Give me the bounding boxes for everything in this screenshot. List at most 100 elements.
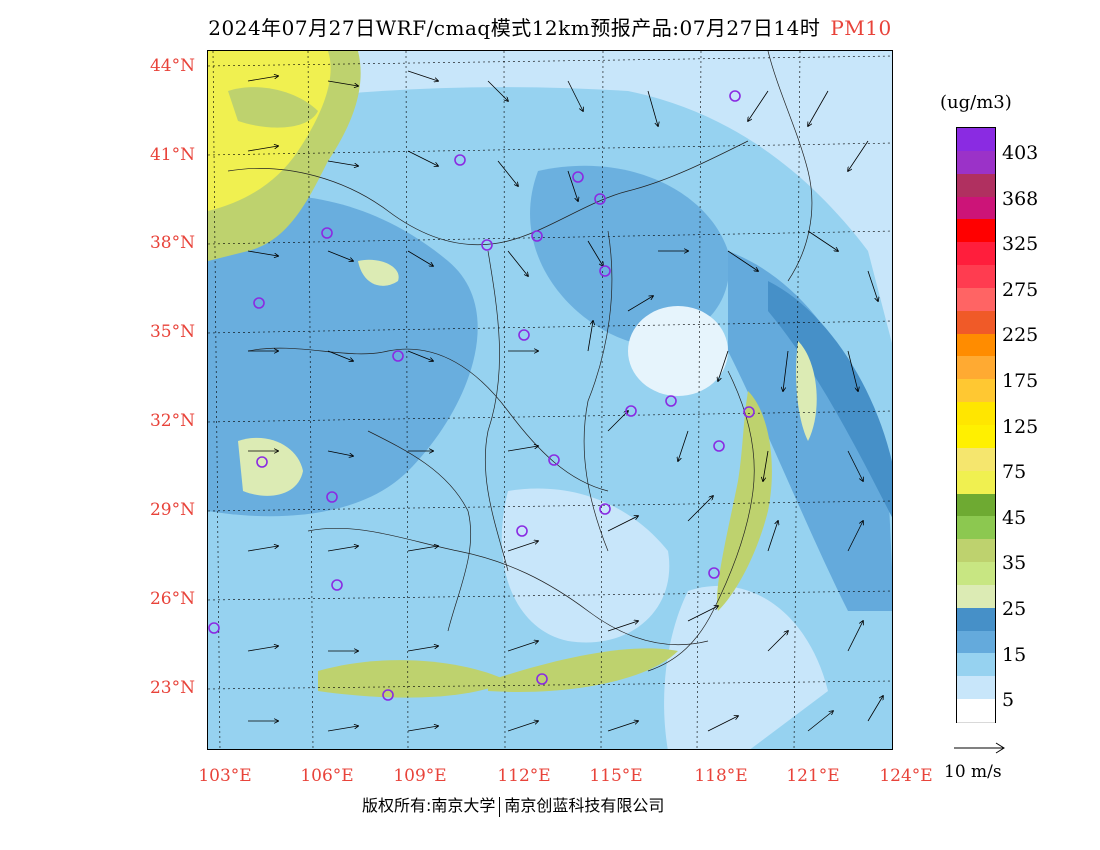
lon-label-115: 115°E <box>589 766 643 786</box>
monitoring-stations <box>208 90 755 701</box>
station-marker <box>331 579 343 591</box>
colorbar-segment <box>957 562 995 587</box>
colorbar-segment <box>957 196 995 221</box>
graticule <box>208 51 892 749</box>
colorbar-segment <box>957 676 995 701</box>
colorbar-label: 25 <box>1002 598 1027 620</box>
lat-label-44: 44°N <box>149 56 195 76</box>
field-se-light <box>664 586 828 749</box>
colorbar-segment <box>957 128 995 152</box>
lon-label-118: 118°E <box>694 766 748 786</box>
colorbar-label: 35 <box>1002 552 1027 575</box>
colorbar-segment <box>957 516 995 541</box>
station-marker <box>625 405 637 417</box>
lon-label-109: 109°E <box>393 766 447 786</box>
footer-left: 版权所有:南京大学 <box>362 796 496 815</box>
footer-separator <box>499 796 501 817</box>
colorbar-segment <box>957 402 995 427</box>
lon-label-124: 124°E <box>879 766 933 786</box>
field-south-green2 <box>488 648 678 692</box>
wind-reference-arrow <box>954 742 1005 754</box>
colorbar-segment <box>957 265 995 290</box>
typhoon-eye <box>628 306 728 396</box>
copyright-footer: 版权所有:南京大学 南京创蓝科技有限公司 <box>362 792 664 817</box>
colorbar-segment <box>957 356 995 381</box>
field-offshore-patch <box>796 341 817 441</box>
field-mid-west <box>208 194 478 517</box>
station-marker <box>729 90 741 102</box>
colorbar-unit: (ug/m3) <box>940 92 1012 113</box>
colorbar-label: 368 <box>1002 187 1039 210</box>
lon-label-112: 112°E <box>497 766 551 786</box>
station-marker <box>713 440 725 452</box>
colorbar-label: 275 <box>1002 278 1039 301</box>
station-marker <box>531 230 543 242</box>
colorbar-segment <box>957 630 995 655</box>
pm10-map <box>207 50 893 750</box>
station-marker <box>572 171 584 183</box>
colorbar-label: 5 <box>1002 689 1015 712</box>
colorbar-label: 125 <box>1002 415 1039 438</box>
lon-label-103: 103°E <box>198 766 252 786</box>
colorbar-segment <box>957 493 995 518</box>
colorbar-segment <box>957 470 995 495</box>
station-marker <box>382 689 394 701</box>
colorbar-label: 325 <box>1002 233 1039 256</box>
station-marker <box>481 239 493 251</box>
map-canvas <box>208 51 892 749</box>
station-marker <box>454 154 466 166</box>
colorbar-segment <box>957 310 995 335</box>
title-main: 2024年07月27日WRF/cmaq模式12km预报产品:07月27日14时 <box>208 16 821 40</box>
wind-reference-label: 10 m/s <box>944 762 1002 782</box>
wind-vectors <box>247 70 883 732</box>
lat-label-41: 41°N <box>149 145 195 165</box>
field-nw-patch <box>228 87 318 128</box>
station-marker <box>594 193 606 205</box>
colorbar-label: 403 <box>1002 142 1039 164</box>
lat-label-29: 29°N <box>149 500 195 520</box>
lon-label-106: 106°E <box>300 766 354 786</box>
colorbar-segment <box>957 539 995 564</box>
colorbar-segment <box>957 379 995 404</box>
colorbar-segment <box>957 584 995 609</box>
boundaries <box>227 51 813 672</box>
colorbar-label: 75 <box>1002 461 1027 484</box>
colorbar <box>956 127 996 724</box>
lat-label-38: 38°N <box>149 233 195 253</box>
field-central-patch <box>358 259 399 286</box>
colorbar-segment <box>957 607 995 632</box>
station-marker <box>536 673 548 685</box>
field-south-light <box>501 488 670 643</box>
station-marker <box>516 525 528 537</box>
colorbar-label: 225 <box>1002 324 1039 347</box>
station-marker <box>665 395 677 407</box>
station-marker <box>392 350 404 362</box>
colorbar-segment <box>957 287 995 312</box>
lon-label-121: 121°E <box>786 766 840 786</box>
station-marker <box>326 491 338 503</box>
field-south-green <box>318 660 508 698</box>
colorbar-segment <box>957 425 995 449</box>
field-west-patch <box>238 437 303 496</box>
station-marker <box>708 567 720 579</box>
station-marker <box>743 406 755 418</box>
lat-label-35: 35°N <box>149 322 195 342</box>
colorbar-segment <box>957 173 995 198</box>
title-pollutant: PM10 <box>830 16 892 40</box>
colorbar-segment <box>957 242 995 267</box>
station-marker <box>548 454 560 466</box>
colorbar-label: 45 <box>1002 506 1027 529</box>
colorbar-label: 175 <box>1002 370 1039 392</box>
colorbar-segment <box>957 653 995 678</box>
station-marker <box>253 297 265 309</box>
colorbar-label: 15 <box>1002 643 1027 666</box>
colorbar-segment <box>957 699 995 724</box>
station-marker <box>599 503 611 515</box>
station-marker <box>256 456 268 468</box>
lat-label-26: 26°N <box>149 589 195 609</box>
colorbar-segment <box>957 219 995 244</box>
station-marker <box>599 265 611 277</box>
map-title: 2024年07月27日WRF/cmaq模式12km预报产品:07月27日14时 P… <box>0 12 1100 41</box>
colorbar-segment <box>957 150 995 175</box>
lat-label-32: 32°N <box>149 411 195 431</box>
